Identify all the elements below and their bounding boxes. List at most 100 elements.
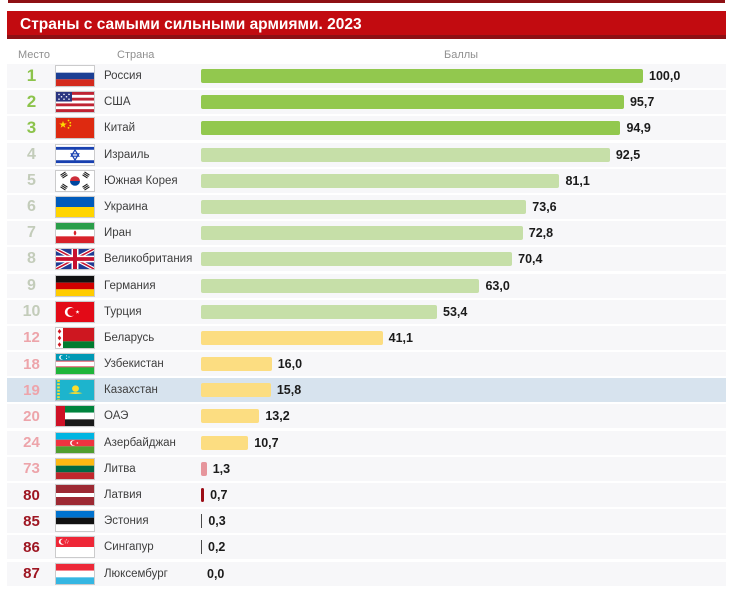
rank-cell: 4 <box>27 145 36 163</box>
table-row: 4 Израиль 92,5 <box>7 142 726 167</box>
country-name: Южная Корея <box>104 174 178 187</box>
ranking-table: 1 Россия 100,0 2 США 95,7 3 Китай 94,9 4… <box>7 64 726 588</box>
score-bar <box>201 69 643 83</box>
flag-il-icon <box>56 144 94 165</box>
rank-cell: 1 <box>26 66 37 85</box>
country-name: Эстония <box>104 515 149 528</box>
table-row: 19 Казахстан 15,8 <box>7 378 726 403</box>
score-bar <box>201 147 610 162</box>
score-value: 1,3 <box>212 461 231 476</box>
score-bar <box>201 514 203 529</box>
table-row: 24 Азербайджан 10,7 <box>7 430 726 455</box>
rank-cell: 5 <box>27 171 36 189</box>
table-row: 5 Южная Корея 81,1 <box>7 168 726 193</box>
flag-by-icon <box>56 327 94 348</box>
flag-kz-icon <box>56 380 94 401</box>
top-accent-line <box>8 0 725 3</box>
score-value: 13,2 <box>265 409 290 424</box>
table-row: 2 США 95,7 <box>7 90 726 115</box>
score-value: 94,9 <box>626 121 651 136</box>
flag-sg-icon <box>56 537 94 558</box>
country-name: Китай <box>104 122 136 135</box>
score-value: 0,2 <box>208 540 226 555</box>
rank-cell: 86 <box>23 538 40 556</box>
country-name: Сингапур <box>104 541 154 554</box>
score-value: 0,7 <box>210 488 228 502</box>
score-bar <box>201 461 207 476</box>
score-bar <box>201 488 205 502</box>
score-value: 92,5 <box>615 147 641 162</box>
table-row: 73 Литва 1,3 <box>7 456 726 481</box>
score-value: 0,3 <box>208 514 226 529</box>
score-bar <box>201 95 624 110</box>
score-bar <box>201 173 560 188</box>
score-value: 95,7 <box>629 95 655 110</box>
score-bar <box>201 409 260 424</box>
score-value: 0,0 <box>207 566 225 581</box>
flag-tr-icon <box>56 301 94 322</box>
table-row: 85 Эстония 0,3 <box>7 509 726 534</box>
flag-ae-icon <box>56 406 94 427</box>
flag-cn-icon <box>56 118 94 139</box>
rank-cell: 10 <box>22 302 41 320</box>
score-value: 15,8 <box>276 383 302 398</box>
flag-gb-icon <box>56 249 94 270</box>
country-name: ОАЭ <box>104 410 129 423</box>
table-row: 20 ОАЭ 13,2 <box>7 404 726 429</box>
country-name: Иран <box>104 227 132 240</box>
column-header-score: Баллы <box>444 49 479 61</box>
table-row: 18 Узбекистан 16,0 <box>7 352 726 377</box>
score-value: 63,0 <box>485 278 510 293</box>
country-name: Узбекистан <box>104 358 164 371</box>
rank-cell: 6 <box>27 197 36 215</box>
rank-cell: 87 <box>23 565 40 583</box>
rank-cell: 73 <box>23 460 40 478</box>
flag-lt-icon <box>56 458 94 479</box>
score-bar <box>201 435 249 450</box>
flag-lv-icon <box>56 485 94 505</box>
table-row: 6 Украина 73,6 <box>7 194 726 219</box>
rank-cell: 85 <box>23 512 40 530</box>
country-name: Украина <box>104 200 148 213</box>
score-bar <box>201 121 621 136</box>
flag-ua-icon <box>56 196 94 217</box>
country-name: Израиль <box>104 148 150 161</box>
title-bar: Страны с самыми сильными армиями. 2023 <box>7 11 726 39</box>
score-bar <box>201 304 438 319</box>
score-value: 41,1 <box>388 330 413 345</box>
rank-cell: 20 <box>23 407 40 425</box>
score-bar <box>201 226 523 241</box>
country-name: Турция <box>104 305 142 318</box>
table-row: 12 Беларусь 41,1 <box>7 325 726 350</box>
country-name: Люксембург <box>104 567 168 580</box>
score-bar <box>201 252 513 267</box>
country-name: Великобритания <box>104 253 193 266</box>
flag-uz-icon <box>56 354 94 375</box>
score-bar <box>201 383 271 398</box>
score-bar <box>201 199 527 214</box>
score-value: 16,0 <box>277 357 303 372</box>
column-header-rank: Место <box>18 49 50 61</box>
score-bar <box>201 278 480 293</box>
flag-lu-icon <box>56 563 94 584</box>
table-row: 8 Великобритания 70,4 <box>7 247 726 272</box>
country-name: США <box>104 96 131 109</box>
score-value: 81,1 <box>565 173 590 188</box>
flag-ir-icon <box>56 223 94 244</box>
score-bar <box>201 330 383 345</box>
table-row: 87 Люксембург 0,0 <box>7 561 726 586</box>
country-name: Азербайджан <box>104 436 176 449</box>
table-row: 80 Латвия 0,7 <box>7 483 726 507</box>
score-bar <box>201 540 202 555</box>
score-value: 70,4 <box>518 252 543 267</box>
flag-us-icon <box>56 92 94 113</box>
score-value: 10,7 <box>254 435 279 450</box>
rank-cell: 19 <box>23 381 40 399</box>
rank-cell: 18 <box>23 355 40 373</box>
column-headers: Место Страна Баллы <box>0 49 732 63</box>
score-value: 72,8 <box>528 226 554 241</box>
score-value: 100,0 <box>649 69 681 83</box>
score-value: 73,6 <box>532 199 557 214</box>
table-row: 3 Китай 94,9 <box>7 116 726 141</box>
